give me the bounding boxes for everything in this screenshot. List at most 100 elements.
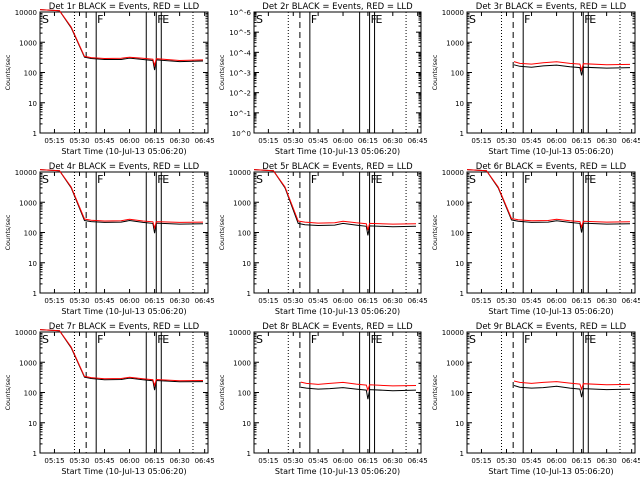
- y-tick-label: 10000: [229, 329, 251, 337]
- y-tick-label: 1000: [19, 39, 37, 47]
- x-tick-label: 06:00: [546, 297, 566, 305]
- y-axis-label: Counts/sec: [431, 54, 439, 90]
- corner-label: S: [469, 13, 476, 26]
- event-marker-label: E: [589, 333, 596, 346]
- x-tick-label: 06:45: [195, 137, 215, 145]
- x-tick-label: 05:45: [94, 457, 114, 465]
- event-marker-label: E: [589, 13, 596, 26]
- y-axis-label: Counts/sec: [4, 374, 12, 410]
- x-axis-label: Start Time (10-Jul-13 05:06:20): [61, 307, 186, 316]
- x-tick-label: 05:30: [496, 137, 516, 145]
- x-tick-label: 05:30: [496, 297, 516, 305]
- y-tick-label: 10000: [442, 169, 464, 177]
- lld-rate-line: [39, 9, 204, 68]
- x-tick-label: 06:00: [333, 297, 353, 305]
- corner-label: S: [256, 13, 263, 26]
- x-tick-label: 05:45: [94, 297, 114, 305]
- y-axis-label: Counts/sec: [431, 374, 439, 410]
- panel-title: Det 5r BLACK = Events, RED = LLD: [262, 162, 413, 172]
- x-tick-label: 06:15: [358, 137, 378, 145]
- y-axis-label: Counts/sec: [4, 54, 12, 90]
- events-rate-line: [39, 9, 204, 71]
- y-tick-label: 10000: [229, 169, 251, 177]
- x-tick-label: 06:15: [572, 457, 592, 465]
- plot-frame: [253, 11, 422, 134]
- plot-frame: [39, 11, 209, 134]
- y-tick-label: 1: [33, 130, 37, 138]
- x-tick-label: 05:45: [308, 137, 328, 145]
- x-tick-label: 05:45: [521, 137, 541, 145]
- x-tick-label: 05:30: [69, 457, 89, 465]
- y-tick-label: 1000: [19, 199, 37, 207]
- events-rate-line: [253, 169, 417, 236]
- detector-panel: Det 8r BLACK = Events, RED = LLD Start Ti…: [218, 322, 428, 476]
- plot-frame: [39, 331, 209, 454]
- y-tick-label: 100: [451, 390, 464, 398]
- event-marker-label: F: [311, 333, 317, 346]
- corner-label: S: [469, 173, 476, 186]
- panel-title: Det 8r BLACK = Events, RED = LLD: [262, 322, 413, 332]
- y-tick-label: 10^-6: [229, 9, 251, 17]
- corner-label: S: [42, 173, 49, 186]
- detector-panel: Det 7r BLACK = Events, RED = LLD Start Ti…: [4, 322, 215, 476]
- event-marker-label: F: [157, 173, 163, 186]
- event-marker-label: F: [97, 13, 103, 26]
- event-marker-label: F: [371, 13, 377, 26]
- y-tick-label: 1000: [19, 359, 37, 367]
- x-tick-label: 05:15: [258, 137, 278, 145]
- y-tick-label: 10: [28, 420, 37, 428]
- x-axis-label: Start Time (10-Jul-13 05:06:20): [61, 467, 186, 476]
- lld-rate-line: [466, 169, 631, 229]
- y-tick-label: 10000: [442, 329, 464, 337]
- x-tick-label: 06:45: [622, 457, 640, 465]
- x-tick-label: 06:30: [597, 457, 617, 465]
- x-tick-label: 05:15: [471, 297, 491, 305]
- x-tick-label: 06:00: [546, 137, 566, 145]
- y-tick-label: 100: [451, 70, 464, 78]
- event-marker-label: F: [524, 333, 530, 346]
- x-axis-label: Start Time (10-Jul-13 05:06:20): [275, 147, 400, 156]
- panel-title: Det 1r BLACK = Events, RED = LLD: [49, 2, 200, 12]
- y-tick-label: 1000: [446, 359, 464, 367]
- y-tick-label: 1000: [233, 199, 251, 207]
- event-marker-label: E: [376, 173, 383, 186]
- event-marker-label: F: [311, 13, 317, 26]
- y-tick-label: 100: [238, 230, 251, 238]
- x-axis-label: Start Time (10-Jul-13 05:06:20): [275, 467, 400, 476]
- y-tick-label: 1: [460, 290, 464, 298]
- y-tick-label: 10^-3: [229, 70, 251, 78]
- x-tick-label: 06:15: [145, 457, 165, 465]
- y-tick-label: 10: [455, 420, 464, 428]
- y-tick-label: 100: [451, 230, 464, 238]
- x-tick-label: 05:15: [471, 457, 491, 465]
- corner-label: S: [42, 333, 49, 346]
- plot-frame: [466, 11, 636, 134]
- detector-panel: Det 3r BLACK = Events, RED = LLD Start Ti…: [431, 2, 640, 156]
- event-marker-label: F: [311, 173, 317, 186]
- y-tick-label: 10: [242, 260, 251, 268]
- y-tick-label: 10^-2: [229, 90, 251, 98]
- y-tick-label: 10: [28, 100, 37, 108]
- x-tick-label: 06:30: [170, 137, 190, 145]
- y-tick-label: 1: [460, 450, 464, 458]
- y-tick-label: 10^-4: [229, 49, 251, 57]
- x-tick-label: 06:30: [383, 137, 403, 145]
- event-marker-label: F: [584, 333, 590, 346]
- y-tick-label: 100: [24, 230, 37, 238]
- x-tick-label: 06:00: [119, 297, 139, 305]
- plot-frame: [253, 171, 422, 294]
- y-tick-label: 1: [33, 290, 37, 298]
- panel-title: Det 3r BLACK = Events, RED = LLD: [476, 2, 627, 12]
- event-marker-label: F: [157, 13, 163, 26]
- events-rate-line: [466, 169, 631, 233]
- y-tick-label: 1: [460, 130, 464, 138]
- x-tick-label: 06:00: [333, 137, 353, 145]
- x-tick-label: 06:30: [170, 457, 190, 465]
- x-tick-label: 05:45: [308, 297, 328, 305]
- lld-rate-line: [300, 381, 417, 392]
- plot-frame: [39, 171, 209, 294]
- x-tick-label: 06:45: [195, 457, 215, 465]
- events-rate-line: [39, 169, 204, 234]
- x-tick-label: 06:30: [383, 297, 403, 305]
- event-marker-label: F: [524, 13, 530, 26]
